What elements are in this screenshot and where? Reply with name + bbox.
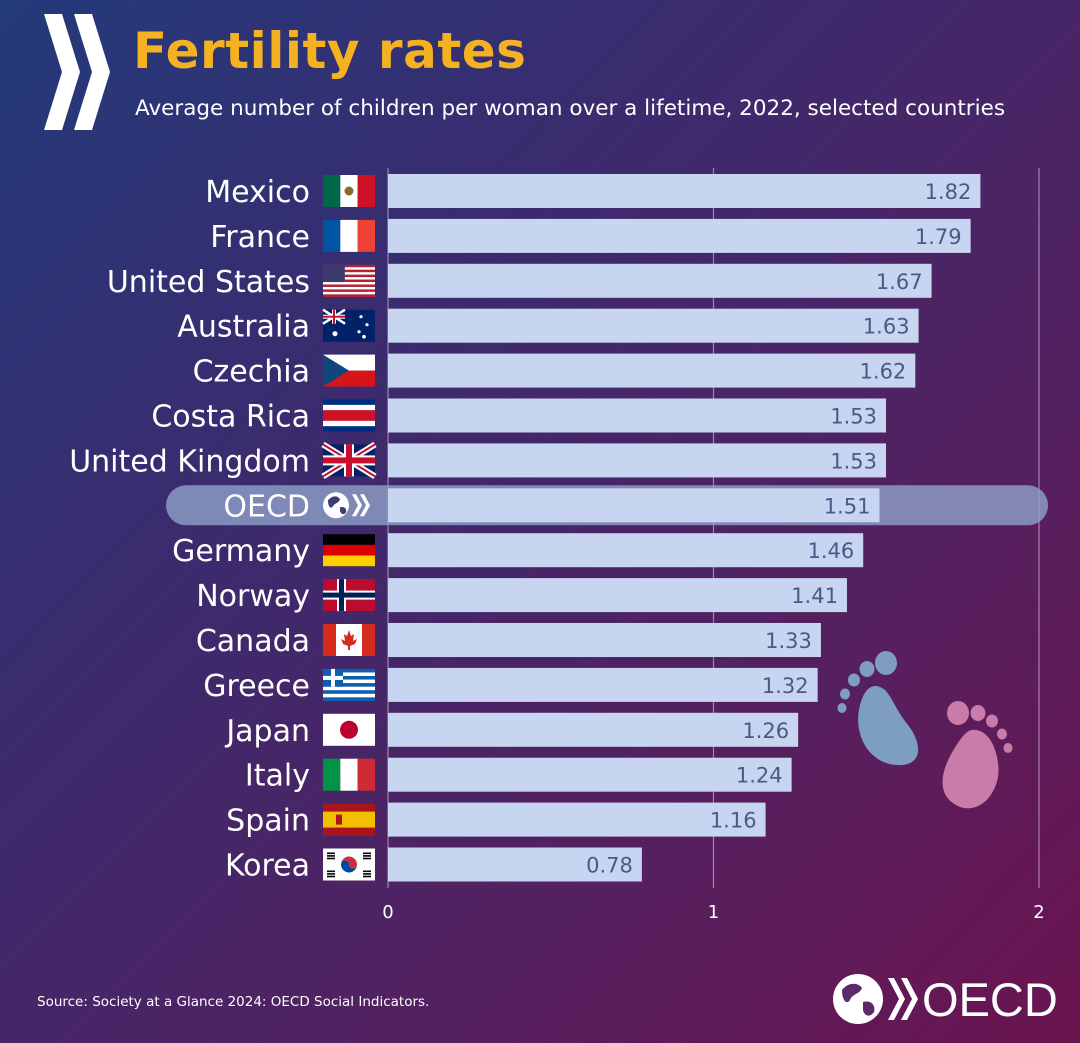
category-label: OECD (223, 489, 310, 524)
value-label: 1.53 (830, 449, 877, 473)
category-label: Japan (224, 714, 310, 749)
korea-flag-icon (323, 848, 375, 881)
source-note: Source: Society at a Glance 2024: OECD S… (37, 994, 430, 1010)
category-label: Canada (196, 624, 310, 659)
bar-australia (388, 308, 919, 343)
oecd-chevrons-icon (44, 14, 110, 130)
bar-united-kingdom (388, 443, 887, 478)
germany-flag-icon (323, 534, 375, 567)
bar-czechia (388, 353, 916, 388)
bar-japan (388, 712, 799, 747)
oecd-logo-text: OECD (922, 973, 1058, 1026)
bar-france (388, 218, 971, 253)
canada-flag-icon (323, 624, 375, 656)
uk-flag-icon (321, 441, 377, 479)
value-label: 1.62 (860, 360, 907, 384)
category-label: Spain (226, 804, 310, 839)
oecd-logo-icon (323, 492, 370, 519)
japan-flag-icon (323, 713, 375, 746)
value-label: 1.16 (710, 809, 757, 833)
bar-greece (388, 667, 818, 702)
costa-rica-flag-icon (323, 399, 375, 432)
x-tick-label: 1 (708, 902, 719, 923)
bar-canada (388, 623, 821, 657)
bar-chart: 0 1 2 1.82 Mexico 1.79 France 1.67 United States… (69, 168, 1048, 923)
value-label: 1.63 (863, 315, 910, 339)
x-tick-label: 0 (382, 902, 393, 923)
bar-korea (388, 847, 642, 882)
category-label: Czechia (193, 355, 310, 390)
category-label: Mexico (205, 175, 310, 210)
mexico-flag-icon (323, 175, 375, 207)
bar-united-states (388, 263, 932, 298)
category-label: United Kingdom (69, 444, 310, 479)
bar-germany (388, 533, 864, 568)
italy-flag-icon (323, 758, 375, 791)
value-label: 1.24 (736, 764, 783, 788)
value-label: 1.26 (742, 719, 789, 743)
oecd-logo-icon (833, 974, 918, 1024)
chart-title: Fertility rates (133, 22, 527, 80)
bar-italy (388, 757, 792, 792)
bar-mexico (388, 174, 981, 208)
category-label: United States (107, 265, 310, 300)
category-label: Korea (225, 849, 310, 884)
baby-feet-icon (837, 651, 1013, 809)
bar-spain (388, 802, 766, 837)
value-label: 1.82 (925, 180, 972, 204)
x-tick-label: 2 (1033, 902, 1044, 923)
category-label: Costa Rica (151, 400, 310, 435)
category-label: Australia (177, 310, 310, 345)
category-label: France (210, 220, 310, 255)
usa-flag-icon (323, 264, 375, 297)
czechia-flag-icon (323, 354, 375, 387)
value-label: 1.32 (762, 674, 809, 698)
value-label: 1.67 (876, 270, 923, 294)
greece-flag-icon (323, 668, 375, 702)
value-label: 1.53 (830, 405, 877, 429)
australia-flag-icon (322, 308, 375, 342)
value-label: 1.51 (824, 494, 871, 518)
norway-flag-icon (323, 579, 375, 612)
chart-subtitle: Average number of children per woman ove… (135, 96, 1006, 121)
spain-flag-icon (323, 803, 375, 836)
value-label: 1.41 (791, 584, 838, 608)
category-label: Germany (172, 534, 310, 569)
france-flag-icon (323, 219, 375, 252)
category-label: Italy (245, 759, 310, 794)
category-label: Greece (203, 669, 310, 704)
value-label: 1.79 (915, 225, 962, 249)
bar-norway (388, 578, 847, 613)
bar-costa-rica (388, 398, 887, 433)
value-label: 1.33 (765, 629, 812, 653)
category-label: Norway (196, 579, 310, 614)
value-label: 1.46 (807, 539, 854, 563)
value-label: 0.78 (586, 854, 633, 878)
bar-oecd (388, 488, 880, 523)
